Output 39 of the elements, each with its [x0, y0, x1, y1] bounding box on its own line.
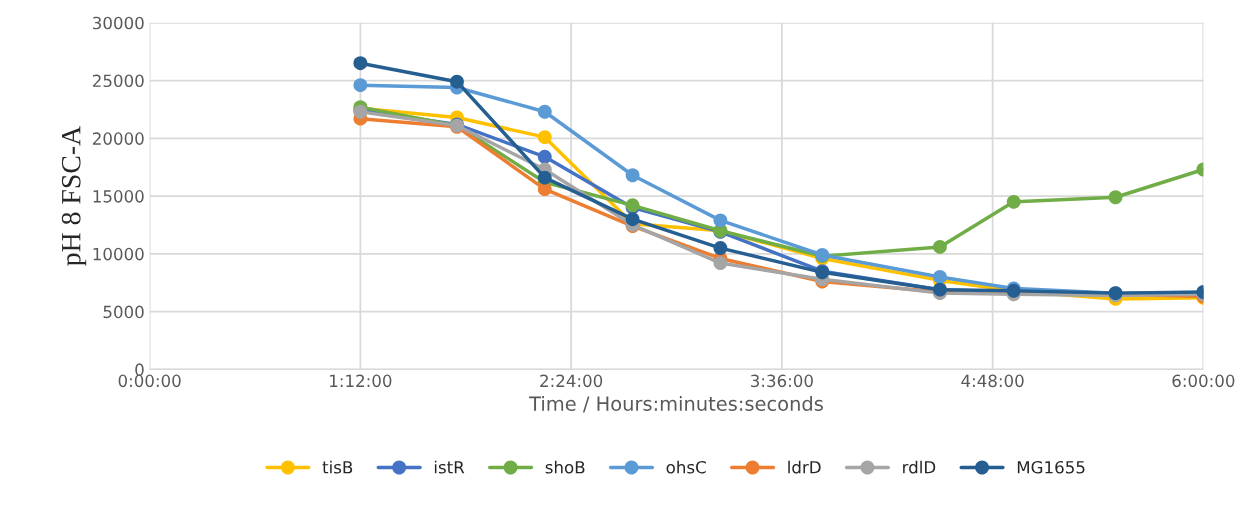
point — [353, 78, 368, 93]
point — [450, 74, 464, 89]
x-axis-title: Time / Hours:minutes:seconds — [529, 395, 823, 413]
x-tick-label: 4:48:00 — [961, 374, 1024, 388]
legend-label: ohsC — [666, 460, 706, 474]
legend-label: ldrD — [788, 460, 821, 474]
legend-label: istR — [434, 460, 465, 474]
point — [625, 168, 640, 183]
legend-label: rdlD — [903, 460, 936, 474]
x-tick-label: 2:24:00 — [540, 374, 603, 388]
x-tick-label: 1:12:00 — [330, 374, 392, 388]
y-tick-label: 0 — [135, 363, 144, 376]
legend-label: tisB — [322, 460, 353, 474]
point — [353, 56, 368, 71]
point — [537, 149, 552, 164]
x-tick-label: 6:00:00 — [1172, 374, 1235, 388]
point — [537, 182, 552, 197]
y-tick-label: 30000 — [93, 16, 144, 30]
y-tick-label: 15000 — [93, 190, 144, 203]
y-tick-label: 20000 — [92, 132, 144, 145]
y-tick-label: 10000 — [93, 247, 144, 261]
point — [1108, 190, 1123, 205]
legend-label: MG1655 — [1017, 460, 1085, 474]
point — [932, 270, 947, 284]
point — [1006, 194, 1021, 209]
y-axis-title: pH 8 FSC-A — [61, 126, 87, 266]
point — [625, 212, 640, 227]
x-tick-label: 0:00:00 — [118, 374, 181, 388]
point — [713, 256, 728, 271]
point — [537, 104, 552, 119]
x-tick-label: 3:36:00 — [751, 374, 813, 388]
point — [537, 170, 552, 185]
point — [537, 130, 552, 145]
legend-label: shoB — [545, 460, 585, 474]
y-tick-label: 25000 — [92, 74, 144, 88]
y-tick-label: 5000 — [103, 305, 144, 319]
point — [932, 239, 947, 254]
point — [713, 213, 728, 228]
point — [713, 241, 728, 256]
